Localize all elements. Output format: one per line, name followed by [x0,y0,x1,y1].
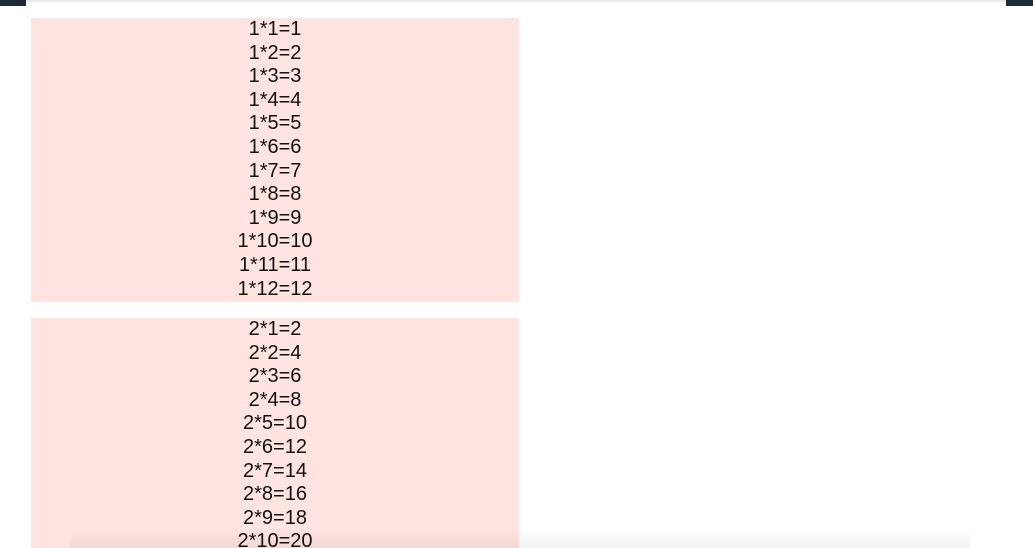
table-row: 2*8=16 [243,483,307,506]
table-row: 2*6=12 [243,435,307,458]
table-row: 2*1=2 [248,318,302,340]
multiplication-table-1: 1*1=1 1*2=2 1*3=3 1*4=4 1*5=5 1*6=6 1*7=… [31,18,519,302]
window-edge-left [0,0,26,6]
table-row: 1*8=8 [248,183,302,206]
table-row: 2*5=10 [243,412,307,435]
table-row: 1*12=12 [237,277,313,300]
table-row: 2*3=6 [248,365,302,388]
top-window-strip [0,0,1033,6]
table-row: 2*7=14 [243,459,307,482]
table-row: 2*2=4 [248,341,302,364]
window-edge-top [26,0,1006,2]
table-row: 2*9=18 [243,506,307,529]
table-row: 1*3=3 [248,65,302,88]
table-row: 2*10=20 [237,530,313,548]
table-row: 1*5=5 [248,112,302,135]
table-row: 1*6=6 [248,135,302,158]
table-row: 1*11=11 [238,253,312,276]
table-row: 1*2=2 [248,41,302,64]
table-row: 1*10=10 [237,230,313,253]
table-row: 1*7=7 [248,159,302,182]
window-edge-right [1006,0,1033,6]
table-row: 1*4=4 [248,88,302,111]
multiplication-table-2: 2*1=2 2*2=4 2*3=6 2*4=8 2*5=10 2*6=12 2*… [31,318,519,548]
table-row: 2*4=8 [248,388,302,411]
table-row: 1*9=9 [248,206,302,229]
table-row: 1*1=1 [248,18,302,40]
